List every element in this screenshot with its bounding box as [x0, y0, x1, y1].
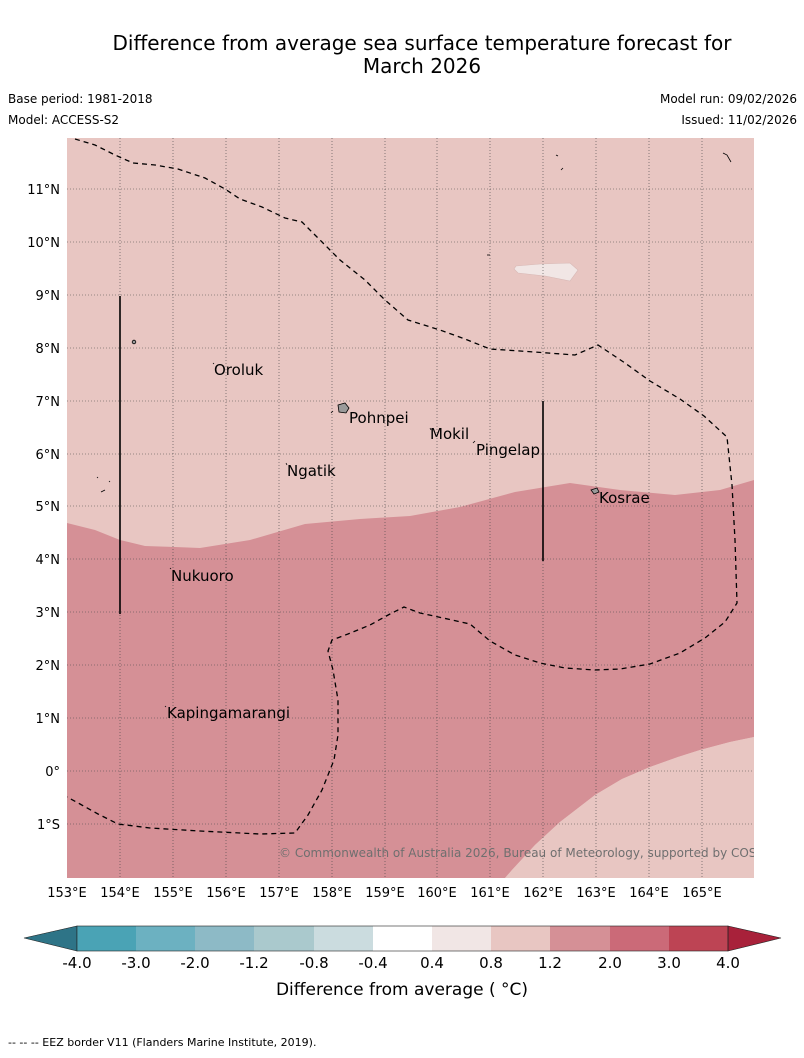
islet — [169, 567, 172, 570]
islet — [164, 705, 167, 708]
islet — [108, 480, 111, 483]
colorbar-segment — [550, 926, 610, 951]
colorbar-tick-label: -2.0 — [180, 954, 209, 972]
lat-label: 2°N — [36, 659, 61, 674]
place-label-kapingamarangi: Kapingamarangi — [167, 704, 290, 722]
base-period: Base period: 1981-2018 — [8, 92, 153, 106]
islet — [429, 427, 432, 431]
colorbar-tick-label: 4.0 — [716, 954, 740, 972]
model-name: Model: ACCESS-S2 — [8, 113, 120, 127]
colorbar-tick-label: 2.0 — [598, 954, 622, 972]
islet — [131, 339, 137, 345]
colorbar-tick-label: 1.2 — [538, 954, 562, 972]
colorbar-tick-label: 0.8 — [479, 954, 503, 972]
graticule — [67, 138, 754, 878]
lon-label: 153°E — [47, 886, 87, 901]
colorbar-segment — [491, 926, 550, 951]
islet — [100, 489, 106, 493]
place-label-pohnpei: Pohnpei — [349, 409, 409, 427]
place-label-pingelap: Pingelap — [476, 441, 540, 459]
lat-label: 11°N — [27, 183, 60, 198]
lat-label: 10°N — [27, 236, 60, 251]
colorbar-outline — [76, 925, 729, 952]
lat-label: 6°N — [36, 448, 61, 463]
anomaly-zone-0.8-1.2-south — [505, 737, 754, 878]
colorbar-tick-label: -4.0 — [62, 954, 91, 972]
map-title: Difference from average sea surface temp… — [0, 32, 804, 78]
kosrae-island — [590, 487, 600, 495]
colorbar-segment — [136, 926, 195, 951]
colorbar-segment — [432, 926, 491, 951]
anomaly-zone-0.4-0.8 — [513, 262, 579, 282]
map-area: Oroluk Pohnpei Mokil Pingelap Ngatik Kos… — [67, 138, 784, 878]
colorbar-tick-label: -1.2 — [239, 954, 268, 972]
lon-label: 161°E — [470, 886, 510, 901]
colorbar-segment — [373, 926, 432, 951]
colorbar: -4.0 -3.0 -2.0 -1.2 -0.8 -0.4 0.4 0.8 1.… — [23, 925, 782, 972]
lon-label: 158°E — [312, 886, 352, 901]
islet — [472, 440, 476, 444]
islet — [555, 154, 559, 157]
islet — [96, 476, 99, 479]
colorbar-tick-label: -0.8 — [299, 954, 328, 972]
latitude-axis: 11°N 10°N 9°N 8°N 7°N 6°N 5°N 4°N 3°N 2°… — [27, 183, 60, 833]
lat-label: 5°N — [36, 500, 61, 515]
colorbar-tick-label: -3.0 — [121, 954, 150, 972]
lon-label: 156°E — [206, 886, 246, 901]
pohnpei-island — [337, 402, 350, 414]
issued-date: Issued: 11/02/2026 — [681, 113, 797, 127]
colorbar-segment — [669, 926, 728, 951]
lon-label: 160°E — [417, 886, 457, 901]
lat-label: 9°N — [36, 289, 61, 304]
lon-label: 157°E — [259, 886, 299, 901]
colorbar-segment — [254, 926, 314, 951]
colorbar-extend-high — [727, 925, 782, 952]
lon-label: 163°E — [576, 886, 616, 901]
place-label-mokil: Mokil — [430, 425, 469, 443]
colorbar-tick-label: 0.4 — [420, 954, 444, 972]
colorbar-title: Difference from average ( °C) — [275, 980, 529, 1000]
colorbar-segment — [314, 926, 373, 951]
lat-label: 3°N — [36, 606, 61, 621]
place-label-oroluk: Oroluk — [214, 361, 263, 379]
lat-label: 1°N — [36, 712, 61, 727]
islet — [560, 167, 564, 171]
eez-border — [67, 138, 738, 835]
islands — [96, 152, 732, 708]
place-label-nukuoro: Nukuoro — [171, 567, 234, 585]
lat-label: 7°N — [36, 395, 61, 410]
copyright-notice: © Commonwealth of Australia 2026, Bureau… — [279, 846, 784, 860]
footer-note: -- -- -- EEZ border V11 (Flanders Marine… — [8, 1036, 317, 1049]
model-run: Model run: 09/02/2026 — [659, 92, 797, 106]
colorbar-segment — [610, 926, 669, 951]
islet — [722, 152, 732, 163]
longitude-axis: 153°E 154°E 155°E 156°E 157°E 158°E 159°… — [47, 886, 722, 901]
islet — [212, 362, 215, 365]
lon-label: 154°E — [100, 886, 140, 901]
lon-label: 162°E — [523, 886, 563, 901]
lat-label: 4°N — [36, 553, 61, 568]
title-line-1: Difference from average sea surface temp… — [112, 31, 732, 55]
lat-label: 0° — [45, 765, 60, 780]
colorbar-extend-low — [23, 925, 78, 952]
colorbar-tick-label: -0.4 — [358, 954, 387, 972]
lon-label: 155°E — [153, 886, 193, 901]
lat-label: 1°S — [37, 818, 60, 833]
lon-label: 159°E — [365, 886, 405, 901]
lon-label: 164°E — [629, 886, 669, 901]
place-label-kosrae: Kosrae — [599, 489, 650, 507]
title-line-2: March 2026 — [362, 54, 482, 78]
islet — [285, 462, 288, 466]
place-label-ngatik: Ngatik — [287, 462, 336, 480]
lat-label: 8°N — [36, 342, 61, 357]
anomaly-zone-1.2-2.0 — [67, 480, 754, 878]
colorbar-segment — [77, 926, 136, 951]
colorbar-segment — [195, 926, 254, 951]
lon-label: 165°E — [682, 886, 722, 901]
islet — [330, 410, 334, 414]
colorbar-tick-label: 3.0 — [657, 954, 681, 972]
